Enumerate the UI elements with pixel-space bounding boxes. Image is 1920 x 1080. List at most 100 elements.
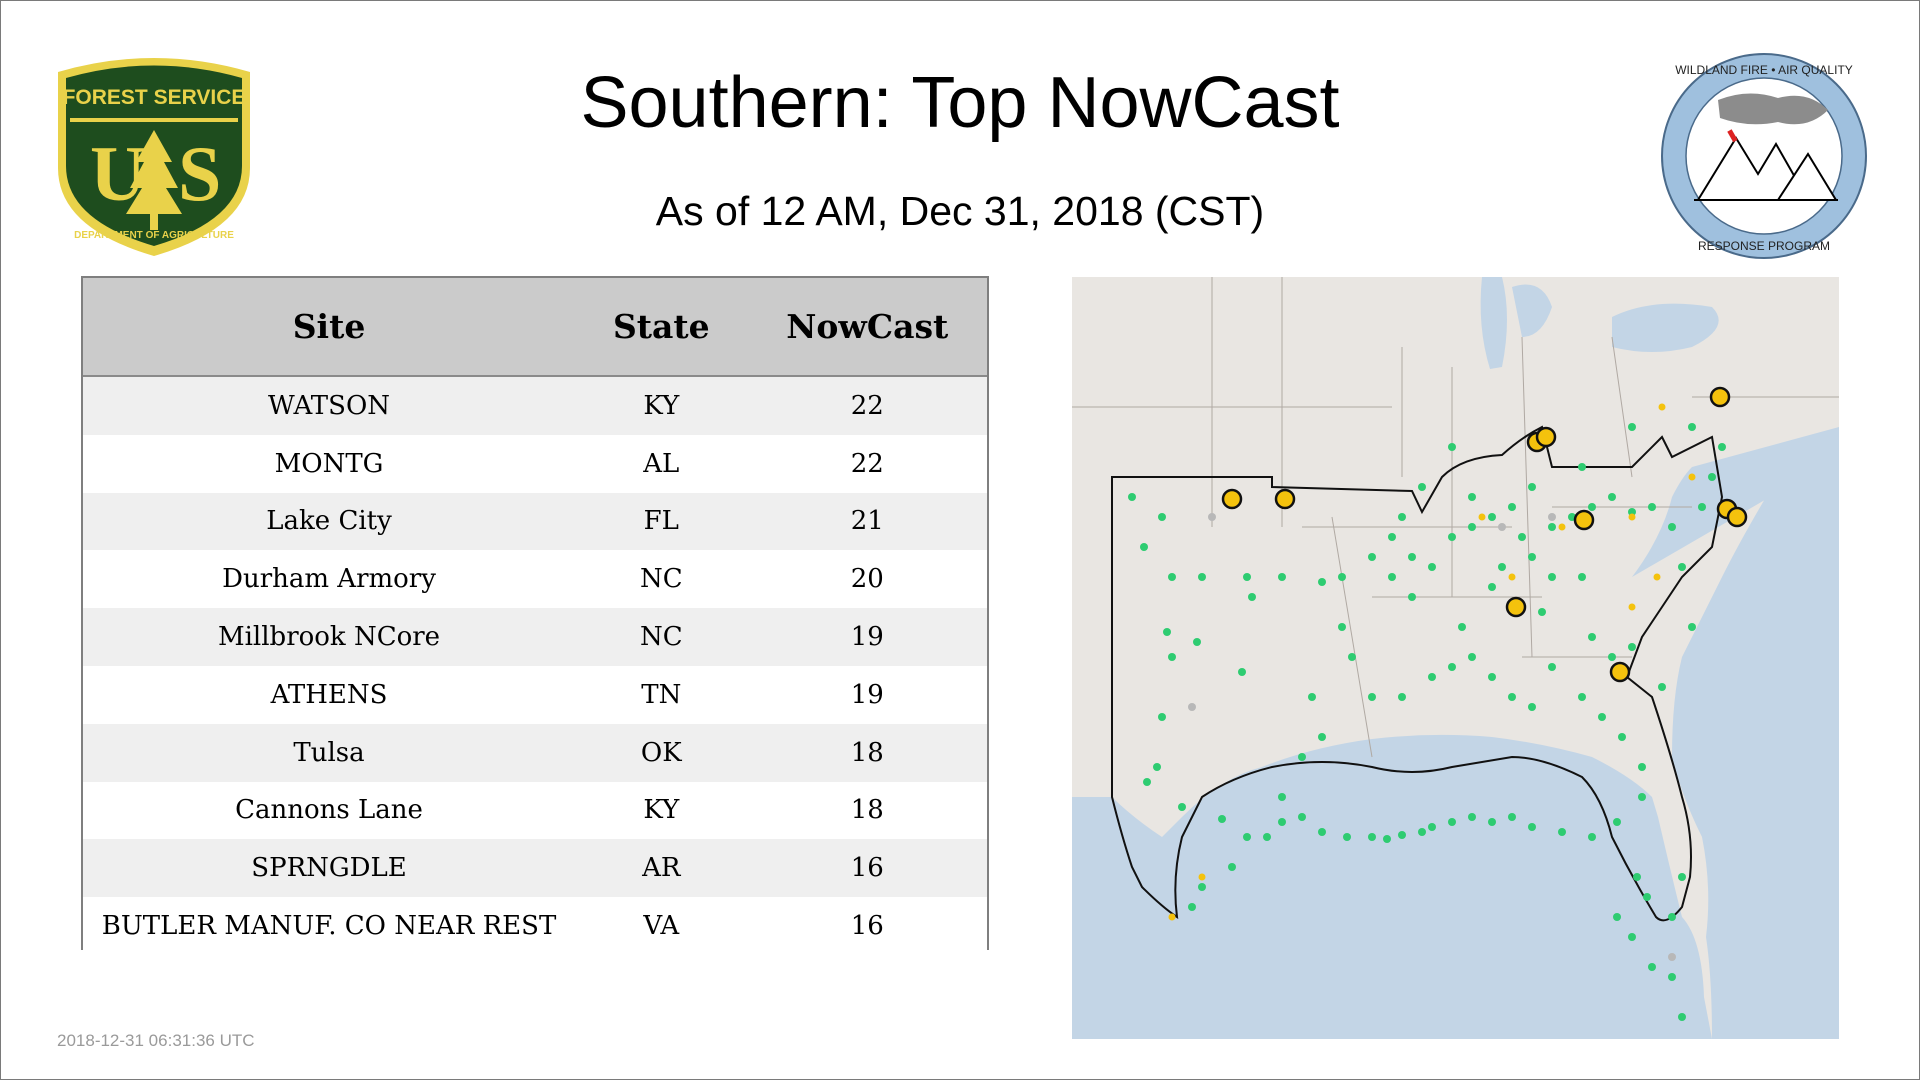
site-cell: MONTG: [83, 434, 576, 493]
good-site-dot: [1468, 493, 1476, 501]
good-site-dot: [1418, 828, 1426, 836]
good-site-dot: [1528, 823, 1536, 831]
nowcast-cell: 19: [747, 608, 987, 666]
good-site-dot: [1408, 553, 1416, 561]
good-site-dot: [1518, 533, 1526, 541]
good-site-dot: [1488, 818, 1496, 826]
good-site-dot: [1318, 828, 1326, 836]
table-row: WATSON KY 22: [83, 376, 987, 435]
state-cell: AL: [575, 434, 748, 493]
good-site-dot: [1678, 563, 1686, 571]
table-row: BUTLER MANUF. CO NEAR REST VA 16: [83, 897, 987, 955]
nowcast-cell: 19: [747, 665, 987, 724]
good-site-dot: [1448, 818, 1456, 826]
good-site-dot: [1648, 503, 1656, 511]
good-site-dot: [1398, 831, 1406, 839]
top-site-marker: [1726, 506, 1748, 528]
good-site-dot: [1668, 973, 1676, 981]
good-site-dot: [1368, 833, 1376, 841]
good-site-dot: [1638, 793, 1646, 801]
moderate-site-dot: [1688, 473, 1696, 481]
good-site-dot: [1398, 513, 1406, 521]
good-site-dot: [1498, 563, 1506, 571]
good-site-dot: [1168, 653, 1176, 661]
nowcast-cell: 20: [747, 550, 987, 609]
site-cell: Tulsa: [83, 723, 576, 782]
svg-text:RESPONSE PROGRAM: RESPONSE PROGRAM: [1698, 239, 1830, 253]
top-site-marker: [1573, 509, 1595, 531]
nowcast-cell: 22: [747, 434, 987, 493]
good-site-dot: [1628, 643, 1636, 651]
good-site-dot: [1198, 883, 1206, 891]
good-site-dot: [1298, 813, 1306, 821]
good-site-dot: [1458, 623, 1466, 631]
good-site-dot: [1718, 443, 1726, 451]
moderate-site-dot: [1478, 513, 1486, 521]
good-site-dot: [1633, 873, 1641, 881]
good-site-dot: [1608, 653, 1616, 661]
good-site-dot: [1338, 573, 1346, 581]
good-site-dot: [1318, 733, 1326, 741]
state-cell: AR: [575, 839, 748, 898]
site-cell: BUTLER MANUF. CO NEAR REST: [83, 897, 576, 955]
good-site-dot: [1448, 663, 1456, 671]
good-site-dot: [1638, 763, 1646, 771]
header-state: State: [575, 278, 748, 377]
good-site-dot: [1428, 823, 1436, 831]
good-site-dot: [1698, 503, 1706, 511]
good-site-dot: [1578, 693, 1586, 701]
good-site-dot: [1153, 763, 1161, 771]
site-cell: SPRNGDLE: [83, 839, 576, 898]
state-cell: FL: [575, 492, 748, 551]
good-site-dot: [1188, 903, 1196, 911]
table-row: MONTG AL 22: [83, 434, 987, 493]
good-site-dot: [1488, 513, 1496, 521]
good-site-dot: [1643, 893, 1651, 901]
good-site-dot: [1608, 493, 1616, 501]
good-site-dot: [1708, 473, 1716, 481]
site-dots: [1128, 386, 1748, 1021]
good-site-dot: [1308, 693, 1316, 701]
good-site-dot: [1508, 503, 1516, 511]
good-site-dot: [1158, 513, 1166, 521]
good-site-dot: [1163, 628, 1171, 636]
moderate-site-dot: [1658, 403, 1666, 411]
nowcast-cell: 18: [747, 781, 987, 840]
table-row: Lake City FL 21: [83, 492, 987, 551]
ocean-shape: [1632, 427, 1839, 1039]
top-site-marker: [1221, 488, 1243, 510]
good-site-dot: [1158, 713, 1166, 721]
table-row: ATHENS TN 19: [83, 665, 987, 724]
good-site-dot: [1508, 813, 1516, 821]
good-site-dot: [1488, 673, 1496, 681]
region-outline: [1111, 425, 1724, 922]
page-subtitle: As of 12 AM, Dec 31, 2018 (CST): [655, 188, 1265, 234]
svg-text:S: S: [178, 130, 221, 217]
moderate-site-dot: [1168, 913, 1176, 921]
good-site-dot: [1318, 578, 1326, 586]
good-site-dot: [1348, 653, 1356, 661]
good-site-dot: [1263, 833, 1271, 841]
good-site-dot: [1278, 818, 1286, 826]
good-site-dot: [1618, 733, 1626, 741]
good-site-dot: [1140, 543, 1148, 551]
good-site-dot: [1668, 913, 1676, 921]
top-site-marker: [1505, 596, 1527, 618]
lake-shape: [1512, 284, 1552, 337]
top-site-marker: [1535, 426, 1557, 448]
good-site-dot: [1298, 753, 1306, 761]
good-site-dot: [1613, 913, 1621, 921]
good-site-dot: [1143, 778, 1151, 786]
moderate-site-dot: [1628, 603, 1636, 611]
nodata-site-dot: [1498, 523, 1506, 531]
top-site-marker: [1709, 386, 1731, 408]
moderate-site-dot: [1653, 573, 1661, 581]
good-site-dot: [1628, 933, 1636, 941]
good-site-dot: [1628, 508, 1636, 516]
good-site-dot: [1448, 533, 1456, 541]
wildland-fire-logo: WILDLAND FIRE • AIR QUALITY RESPONSE PRO…: [1661, 53, 1867, 259]
good-site-dot: [1668, 523, 1676, 531]
table-row: Millbrook NCore NC 19: [83, 608, 987, 666]
good-site-dot: [1238, 668, 1246, 676]
table-row: Durham Armory NC 20: [83, 550, 987, 609]
